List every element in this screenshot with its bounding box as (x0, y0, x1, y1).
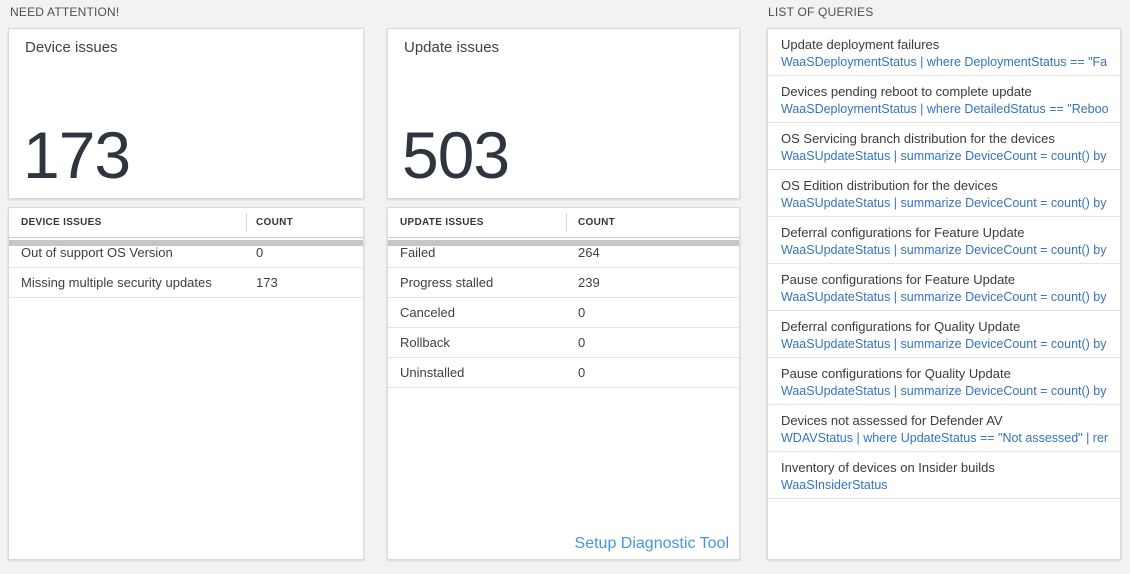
row-count: 0 (578, 305, 586, 320)
query-item[interactable]: OS Servicing branch distribution for the… (768, 123, 1120, 170)
row-count: 0 (578, 365, 586, 380)
query-code-link[interactable]: WaaSUpdateStatus | summarize DeviceCount… (781, 384, 1108, 398)
query-title: Devices pending reboot to complete updat… (781, 84, 1032, 99)
row-count: 173 (256, 275, 278, 290)
table-row[interactable]: Canceled 0 (388, 298, 739, 328)
query-code-link[interactable]: WaaSUpdateStatus | summarize DeviceCount… (781, 243, 1108, 257)
row-count: 239 (578, 275, 600, 290)
query-code-link[interactable]: WaaSDeploymentStatus | where DeploymentS… (781, 55, 1108, 69)
query-item[interactable]: Devices not assessed for Defender AV WDA… (768, 405, 1120, 452)
device-table-header-row: DEVICE ISSUES COUNT (9, 208, 363, 238)
row-label: Missing multiple security updates (21, 275, 212, 290)
query-item[interactable]: Inventory of devices on Insider builds W… (768, 452, 1120, 499)
row-label: Progress stalled (400, 275, 494, 290)
row-label: Rollback (400, 335, 450, 350)
query-title: Deferral configurations for Feature Upda… (781, 225, 1025, 240)
update-table-col-header: UPDATE ISSUES (400, 217, 484, 228)
row-label: Failed (400, 245, 436, 260)
row-label: Out of support OS Version (21, 245, 173, 260)
table-row[interactable]: Missing multiple security updates 173 (9, 268, 363, 298)
query-title: Deferral configurations for Quality Upda… (781, 319, 1021, 334)
device-table-body: Out of support OS Version 0 Missing mult… (9, 238, 363, 298)
row-count: 264 (578, 245, 600, 260)
table-row[interactable]: Out of support OS Version 0 (9, 238, 363, 268)
query-item[interactable]: Deferral configurations for Quality Upda… (768, 311, 1120, 358)
query-title: Pause configurations for Feature Update (781, 272, 1016, 287)
device-issues-table-card: DEVICE ISSUES COUNT Out of support OS Ve… (8, 207, 364, 560)
query-item[interactable]: Devices pending reboot to complete updat… (768, 76, 1120, 123)
query-title: Inventory of devices on Insider builds (781, 460, 995, 475)
query-code-link[interactable]: WaaSUpdateStatus | summarize DeviceCount… (781, 149, 1108, 163)
table-row[interactable]: Rollback 0 (388, 328, 739, 358)
query-item[interactable]: Deferral configurations for Feature Upda… (768, 217, 1120, 264)
query-title: Pause configurations for Quality Update (781, 366, 1011, 381)
query-title: OS Edition distribution for the devices (781, 178, 998, 193)
table-row[interactable]: Uninstalled 0 (388, 358, 739, 388)
row-label: Uninstalled (400, 365, 465, 380)
update-issues-big-count: 503 (402, 118, 510, 192)
need-attention-header: NEED ATTENTION! (10, 5, 120, 19)
setup-diagnostic-tool-link[interactable]: Setup Diagnostic Tool (574, 535, 729, 552)
update-table-count-header: COUNT (578, 217, 616, 228)
update-table-body: Failed 264 Progress stalled 239 Canceled… (388, 238, 739, 388)
query-code-link[interactable]: WaaSUpdateStatus | summarize DeviceCount… (781, 337, 1108, 351)
query-item[interactable]: Update deployment failures WaaSDeploymen… (768, 29, 1120, 76)
query-code-link[interactable]: WaaSUpdateStatus | summarize DeviceCount… (781, 196, 1108, 210)
queries-panel: Update deployment failures WaaSDeploymen… (767, 28, 1121, 560)
horizontal-scrollbar[interactable] (388, 240, 739, 246)
device-issues-tile[interactable]: Device issues 173 (8, 28, 364, 199)
device-table-col-header: DEVICE ISSUES (21, 217, 102, 228)
row-label: Canceled (400, 305, 455, 320)
update-issues-table-card: UPDATE ISSUES COUNT Failed 264 Progress … (387, 207, 740, 560)
query-code-link[interactable]: WaaSDeploymentStatus | where DetailedSta… (781, 102, 1108, 116)
column-divider (566, 213, 567, 232)
table-row[interactable]: Progress stalled 239 (388, 268, 739, 298)
device-issues-big-count: 173 (23, 118, 131, 192)
horizontal-scrollbar[interactable] (9, 240, 363, 246)
query-title: OS Servicing branch distribution for the… (781, 131, 1055, 146)
query-title: Devices not assessed for Defender AV (781, 413, 1003, 428)
row-count: 0 (578, 335, 586, 350)
column-divider (246, 213, 247, 232)
device-issues-title: Device issues (25, 39, 118, 56)
query-code-link[interactable]: WaaSInsiderStatus (781, 478, 888, 492)
query-item[interactable]: Pause configurations for Feature Update … (768, 264, 1120, 311)
query-code-link[interactable]: WDAVStatus | where UpdateStatus == "Not … (781, 431, 1108, 445)
update-issues-tile[interactable]: Update issues 503 (387, 28, 740, 199)
update-table-header-row: UPDATE ISSUES COUNT (388, 208, 739, 238)
list-of-queries-header: LIST OF QUERIES (768, 5, 874, 19)
row-count: 0 (256, 245, 264, 260)
device-table-count-header: COUNT (256, 217, 294, 228)
table-row[interactable]: Failed 264 (388, 238, 739, 268)
query-title: Update deployment failures (781, 37, 940, 52)
query-item[interactable]: Pause configurations for Quality Update … (768, 358, 1120, 405)
query-item[interactable]: OS Edition distribution for the devices … (768, 170, 1120, 217)
update-issues-title: Update issues (404, 39, 500, 56)
query-code-link[interactable]: WaaSUpdateStatus | summarize DeviceCount… (781, 290, 1108, 304)
